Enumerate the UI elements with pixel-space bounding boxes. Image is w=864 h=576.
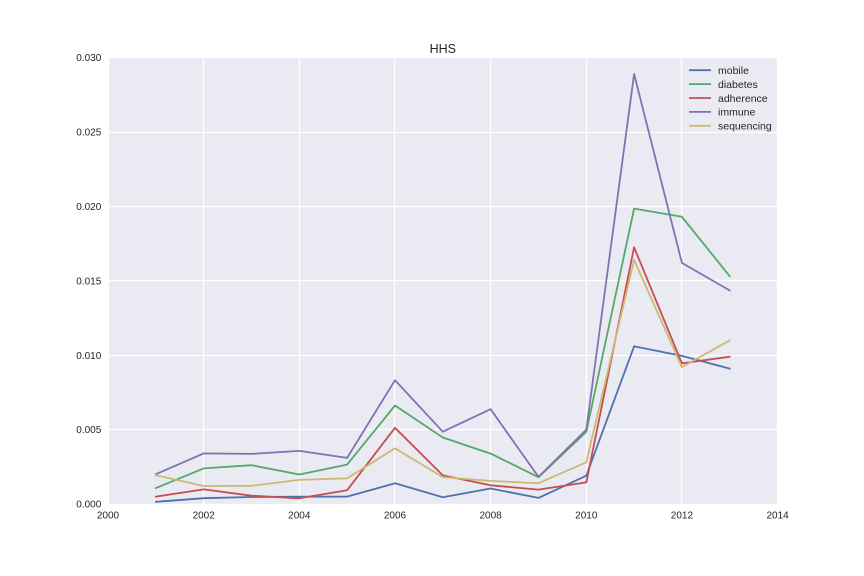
svg-text:2002: 2002: [193, 510, 216, 521]
svg-text:0.000: 0.000: [76, 500, 101, 511]
svg-text:0.010: 0.010: [76, 351, 101, 362]
svg-text:adherence: adherence: [718, 93, 768, 105]
svg-text:0.015: 0.015: [76, 276, 101, 287]
svg-text:sequencing: sequencing: [718, 121, 772, 133]
svg-text:0.030: 0.030: [76, 53, 101, 64]
svg-text:2010: 2010: [575, 510, 598, 521]
svg-text:2004: 2004: [288, 510, 311, 521]
svg-text:immune: immune: [718, 107, 756, 119]
svg-text:mobile: mobile: [718, 65, 749, 77]
svg-text:2006: 2006: [384, 510, 407, 521]
svg-text:2014: 2014: [766, 510, 789, 521]
svg-text:0.020: 0.020: [76, 202, 101, 213]
svg-text:2008: 2008: [479, 510, 502, 521]
svg-text:diabetes: diabetes: [718, 79, 758, 91]
svg-text:2000: 2000: [97, 510, 120, 521]
svg-text:0.005: 0.005: [76, 425, 101, 436]
svg-text:0.025: 0.025: [76, 128, 101, 139]
svg-text:HHS: HHS: [430, 42, 456, 56]
svg-text:2012: 2012: [671, 510, 694, 521]
